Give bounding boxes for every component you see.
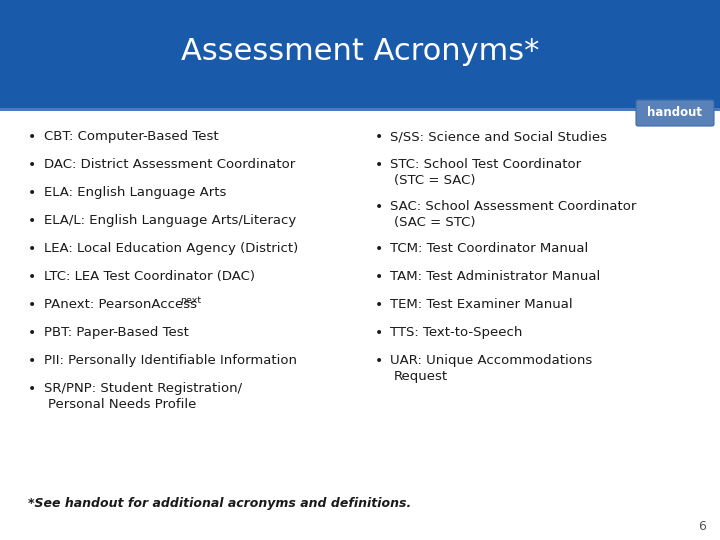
Text: •: • bbox=[28, 298, 36, 312]
Text: Request: Request bbox=[394, 370, 448, 383]
Text: UAR: Unique Accommodations: UAR: Unique Accommodations bbox=[390, 354, 593, 367]
Text: •: • bbox=[28, 242, 36, 256]
Text: •: • bbox=[375, 158, 383, 172]
Text: handout: handout bbox=[647, 106, 703, 119]
Text: LEA: Local Education Agency (District): LEA: Local Education Agency (District) bbox=[44, 242, 298, 255]
Text: ELA: English Language Arts: ELA: English Language Arts bbox=[44, 186, 226, 199]
Text: •: • bbox=[375, 326, 383, 340]
Text: •: • bbox=[28, 158, 36, 172]
Text: PII: Personally Identifiable Information: PII: Personally Identifiable Information bbox=[44, 354, 297, 367]
Text: ELA/L: English Language Arts/Literacy: ELA/L: English Language Arts/Literacy bbox=[44, 214, 296, 227]
Bar bbox=[0, 108, 720, 111]
FancyBboxPatch shape bbox=[636, 100, 714, 126]
Text: •: • bbox=[375, 298, 383, 312]
Text: •: • bbox=[28, 354, 36, 368]
Text: (STC = SAC): (STC = SAC) bbox=[394, 174, 475, 187]
Text: TEM: Test Examiner Manual: TEM: Test Examiner Manual bbox=[390, 298, 572, 311]
Text: •: • bbox=[375, 354, 383, 368]
Text: LTC: LEA Test Coordinator (DAC): LTC: LEA Test Coordinator (DAC) bbox=[44, 270, 255, 283]
Text: •: • bbox=[28, 130, 36, 144]
Text: •: • bbox=[28, 214, 36, 228]
Text: •: • bbox=[375, 200, 383, 214]
Text: •: • bbox=[28, 186, 36, 200]
Text: S/SS: Science and Social Studies: S/SS: Science and Social Studies bbox=[390, 130, 607, 143]
Text: •: • bbox=[28, 326, 36, 340]
Text: Assessment Acronyms*: Assessment Acronyms* bbox=[181, 37, 539, 66]
Text: DAC: District Assessment Coordinator: DAC: District Assessment Coordinator bbox=[44, 158, 295, 171]
Text: 6: 6 bbox=[698, 519, 706, 532]
Text: •: • bbox=[375, 242, 383, 256]
Text: TAM: Test Administrator Manual: TAM: Test Administrator Manual bbox=[390, 270, 600, 283]
Text: STC: School Test Coordinator: STC: School Test Coordinator bbox=[390, 158, 581, 171]
Text: PBT: Paper-Based Test: PBT: Paper-Based Test bbox=[44, 326, 189, 339]
Text: SR/PNP: Student Registration/: SR/PNP: Student Registration/ bbox=[44, 382, 242, 395]
Text: *See handout for additional acronyms and definitions.: *See handout for additional acronyms and… bbox=[28, 497, 411, 510]
Bar bbox=[0, 0, 720, 108]
Text: Personal Needs Profile: Personal Needs Profile bbox=[48, 398, 197, 411]
Text: TCM: Test Coordinator Manual: TCM: Test Coordinator Manual bbox=[390, 242, 588, 255]
Text: •: • bbox=[375, 130, 383, 144]
Text: •: • bbox=[375, 270, 383, 284]
Text: PAnext: PearsonAccess: PAnext: PearsonAccess bbox=[44, 298, 197, 311]
Text: (SAC = STC): (SAC = STC) bbox=[394, 216, 475, 229]
Text: TTS: Text-to-Speech: TTS: Text-to-Speech bbox=[390, 326, 523, 339]
Text: next: next bbox=[180, 296, 201, 305]
Text: •: • bbox=[28, 270, 36, 284]
Text: SAC: School Assessment Coordinator: SAC: School Assessment Coordinator bbox=[390, 200, 636, 213]
Text: CBT: Computer-Based Test: CBT: Computer-Based Test bbox=[44, 130, 219, 143]
Text: •: • bbox=[28, 382, 36, 396]
